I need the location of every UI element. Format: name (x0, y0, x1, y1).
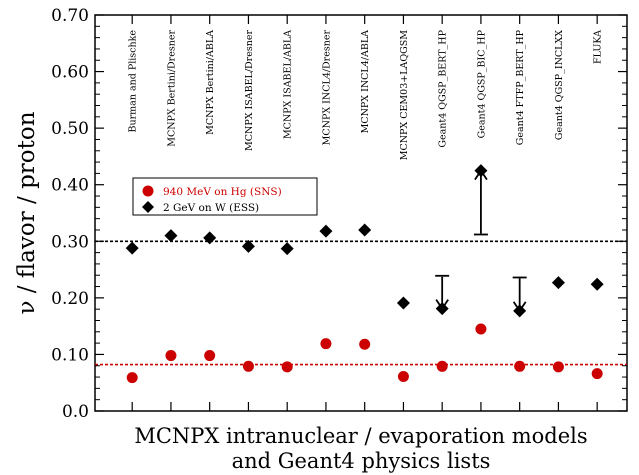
category-label: MCNPX ISABEL/ABLA (283, 30, 294, 139)
point-ess (319, 224, 333, 238)
point-ess (551, 276, 565, 290)
reference-lines (95, 240, 627, 366)
category-label: Burman and Plischke (128, 30, 139, 133)
legend-marker-ess (142, 201, 154, 213)
point-sns (514, 360, 526, 372)
y-tick-label: 0.0 (62, 402, 89, 422)
y-tick-label: 0.10 (51, 345, 89, 365)
legend-box (132, 177, 318, 216)
point-sns (126, 372, 138, 384)
point-ess (203, 231, 217, 245)
point-sns (475, 323, 487, 335)
point-ess (474, 164, 488, 178)
y-tick-label: 0.20 (51, 289, 89, 309)
category-label: Geant4 QGSP_INCLXX (554, 30, 565, 140)
legend: 940 MeV on Hg (SNS) 2 GeV on W (ESS) (132, 177, 318, 216)
point-sns (281, 361, 293, 373)
point-ess (590, 277, 604, 291)
category-label: Geant4 QGSP_BERT_HP (438, 29, 449, 147)
plot-frame (94, 14, 628, 412)
legend-marker-sns (142, 185, 154, 197)
point-ess (396, 296, 410, 310)
point-ess (280, 242, 294, 256)
y-tick-label: 0.30 (51, 232, 89, 252)
x-axis-label-line-1: MCNPX intranuclear / evaporation models (134, 424, 587, 448)
point-sns (591, 368, 603, 380)
legend-label-sns: 940 MeV on Hg (SNS) (163, 186, 282, 198)
category-label: Geant4 QGSP_BIC_HP (476, 29, 487, 138)
legend-label-ess: 2 GeV on W (ESS) (163, 202, 259, 214)
category-label: MCNPX INCL4/Dresner (321, 30, 332, 146)
point-sns (242, 360, 254, 372)
category-labels: Burman and Plischke MCNPX Bertini/Dresner… (128, 29, 604, 160)
x-axis-label-line-2: and Geant4 physics lists (232, 449, 491, 473)
category-label: MCNPX CEM03+LAQGSM (399, 30, 410, 161)
point-sns (359, 338, 371, 350)
point-ess (513, 304, 527, 318)
y-tick-label: 0.70 (51, 6, 89, 26)
x-axis-ticks (131, 15, 598, 411)
point-ess (358, 223, 372, 237)
point-sns (320, 338, 332, 350)
category-label: MCNPX INCL4/ABLA (360, 30, 371, 134)
point-sns (165, 350, 177, 362)
category-label: FLUKA (593, 30, 604, 64)
point-sns (436, 360, 448, 372)
y-tick-label: 0.60 (51, 63, 89, 83)
category-label: MCNPX ISABEL/Dresner (244, 30, 255, 151)
y-tick-label: 0.40 (51, 176, 89, 196)
point-ess (435, 302, 449, 316)
category-label: MCNPX Bertini/Dresner (166, 30, 177, 147)
point-ess (125, 241, 139, 255)
point-sns (397, 370, 409, 382)
point-ess (241, 239, 255, 253)
y-axis: 0.0 0.10 0.20 0.30 0.40 0.50 0.60 0.70 (51, 6, 627, 422)
y-tick-label: 0.50 (51, 119, 89, 139)
point-sns (204, 350, 216, 362)
y-axis-label: ν / flavor / proton (14, 111, 40, 314)
point-ess (164, 229, 178, 243)
data-markers (125, 164, 604, 384)
point-sns (552, 361, 564, 373)
category-label: MCNPX Bertini/ABLA (205, 30, 216, 135)
category-label: Geant4 FTFP_BERT_HP (515, 29, 526, 145)
